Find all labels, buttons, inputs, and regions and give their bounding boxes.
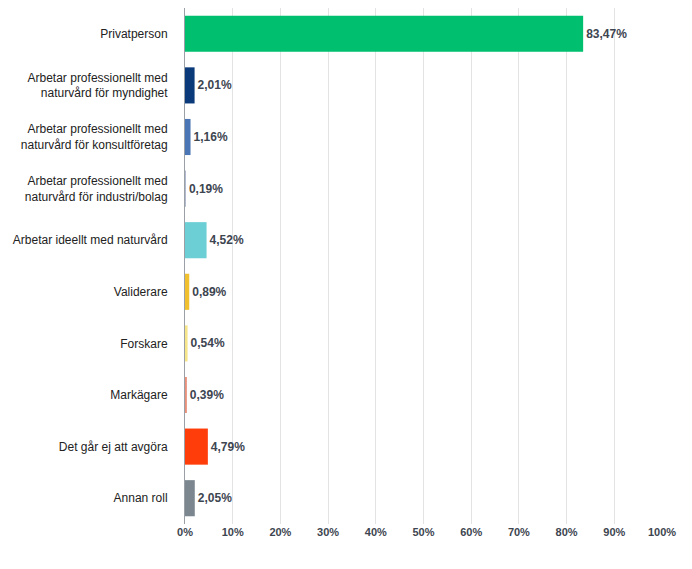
svg-text:0,54%: 0,54%	[191, 336, 225, 350]
svg-text:Validerare: Validerare	[114, 285, 168, 299]
svg-text:0,89%: 0,89%	[192, 285, 226, 299]
svg-text:20%: 20%	[269, 526, 291, 538]
svg-text:Annan roll: Annan roll	[114, 491, 168, 505]
svg-text:Arbetar professionellt mednatu: Arbetar professionellt mednaturvård för …	[28, 71, 169, 101]
svg-text:Markägare: Markägare	[110, 388, 168, 402]
svg-text:80%: 80%	[556, 526, 578, 538]
svg-text:Arbetar professionellt mednatu: Arbetar professionellt mednaturvård för …	[25, 174, 168, 204]
svg-text:60%: 60%	[460, 526, 482, 538]
svg-text:0,19%: 0,19%	[189, 182, 223, 196]
svg-text:10%: 10%	[222, 526, 244, 538]
svg-text:83,47%: 83,47%	[586, 27, 627, 41]
svg-text:70%: 70%	[508, 526, 530, 538]
svg-text:Det går ej att avgöra: Det går ej att avgöra	[59, 440, 168, 454]
svg-text:1,16%: 1,16%	[194, 130, 228, 144]
svg-text:Forskare: Forskare	[120, 337, 168, 351]
svg-text:2,01%: 2,01%	[198, 78, 232, 92]
svg-text:2,05%: 2,05%	[198, 491, 232, 505]
svg-text:Privatperson: Privatperson	[100, 27, 167, 41]
svg-text:50%: 50%	[412, 526, 434, 538]
svg-text:0,39%: 0,39%	[190, 388, 224, 402]
svg-text:4,52%: 4,52%	[210, 233, 244, 247]
svg-text:Arbetar professionellt mednatu: Arbetar professionellt mednaturvård för …	[21, 122, 168, 152]
svg-text:4,79%: 4,79%	[211, 440, 245, 454]
svg-text:100%: 100%	[648, 526, 676, 538]
svg-text:40%: 40%	[365, 526, 387, 538]
svg-text:Arbetar ideellt med naturvård: Arbetar ideellt med naturvård	[13, 233, 168, 247]
svg-text:30%: 30%	[317, 526, 339, 538]
svg-text:0%: 0%	[177, 526, 193, 538]
svg-text:90%: 90%	[603, 526, 625, 538]
